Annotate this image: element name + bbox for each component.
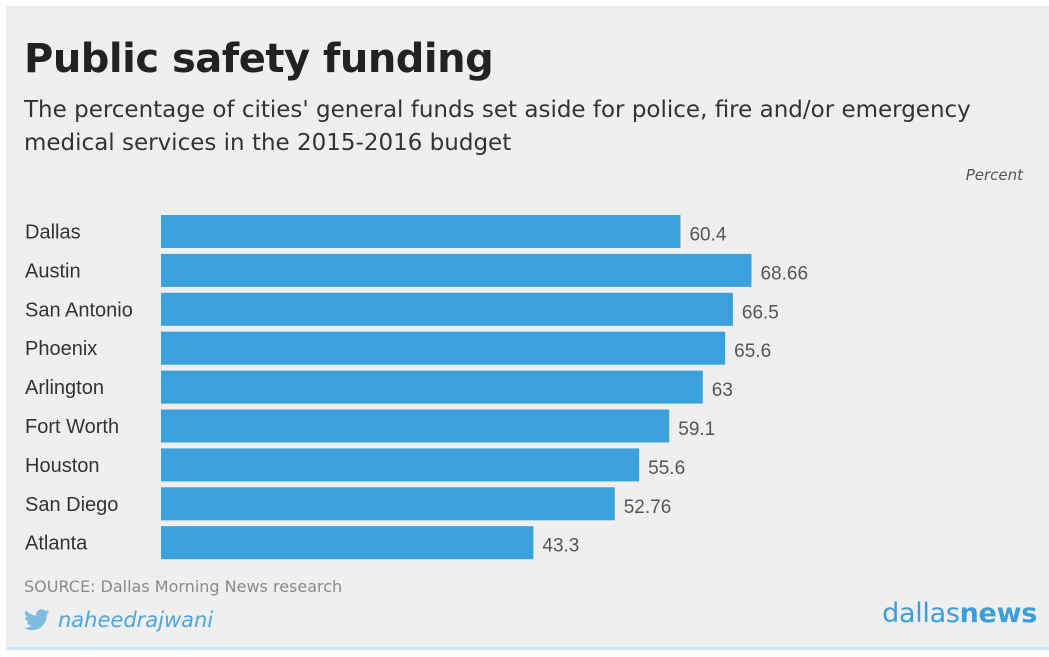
bar bbox=[161, 370, 703, 404]
brand-part-news: news bbox=[959, 598, 1038, 629]
category-label: Austin bbox=[25, 260, 81, 282]
chart-title: Public safety funding bbox=[24, 36, 494, 82]
bar bbox=[161, 331, 726, 365]
bar bbox=[161, 215, 681, 248]
category-label: Houston bbox=[25, 455, 100, 477]
category-label: Atlanta bbox=[25, 533, 88, 555]
category-label: Phoenix bbox=[25, 338, 97, 360]
source-note: SOURCE: Dallas Morning News research bbox=[24, 577, 343, 596]
category-label: Dallas bbox=[25, 222, 81, 244]
value-label: 65.6 bbox=[734, 341, 771, 362]
unit-label: Percent bbox=[965, 166, 1023, 184]
dallasnews-logo: dallasnews bbox=[882, 598, 1037, 629]
bar bbox=[161, 448, 640, 482]
twitter-bird-icon bbox=[24, 609, 50, 631]
category-label: San Antonio bbox=[25, 299, 133, 321]
value-label: 66.5 bbox=[742, 302, 779, 323]
value-label: 43.3 bbox=[542, 536, 579, 557]
twitter-handle[interactable]: naheedrajwani bbox=[58, 608, 214, 632]
brand-part-dallas: dallas bbox=[882, 598, 960, 629]
category-label: Arlington bbox=[25, 377, 104, 399]
bar bbox=[161, 526, 534, 560]
category-label: Fort Worth bbox=[25, 416, 119, 438]
value-label: 52.76 bbox=[624, 497, 672, 518]
value-label: 68.66 bbox=[760, 263, 808, 284]
chart-subtitle: The percentage of cities' general funds … bbox=[24, 97, 971, 156]
value-label: 60.4 bbox=[689, 225, 726, 246]
bar bbox=[161, 292, 733, 326]
category-label: San Diego bbox=[25, 494, 118, 516]
value-label: 59.1 bbox=[678, 419, 715, 440]
bar bbox=[161, 253, 752, 287]
value-label: 63 bbox=[712, 380, 733, 401]
bar bbox=[161, 409, 670, 443]
bar bbox=[161, 487, 615, 521]
twitter-credit[interactable]: naheedrajwani bbox=[24, 608, 213, 632]
value-label: 55.6 bbox=[648, 458, 685, 479]
